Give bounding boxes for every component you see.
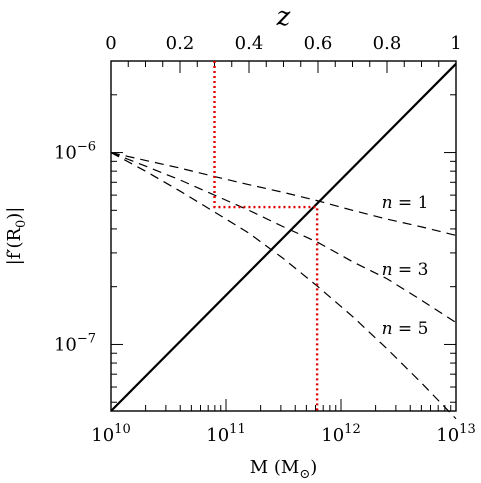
series-group: n = 1 n = 3 n = 5 bbox=[110, 63, 457, 420]
top-tick-label: 1 bbox=[450, 33, 461, 54]
series-label-n3: n = 3 bbox=[382, 260, 429, 280]
red-dotted-guide bbox=[213, 61, 319, 411]
x-axis-label: M (M⊙) bbox=[250, 457, 318, 482]
y-axis-label: |f′(R0)| bbox=[4, 207, 29, 266]
x-tick-label: 1011 bbox=[206, 422, 245, 446]
series-line-solid bbox=[110, 63, 457, 412]
x-tick-label: 1010 bbox=[91, 422, 130, 446]
annotation-group bbox=[213, 61, 319, 411]
series-line-n3 bbox=[110, 152, 457, 324]
y-tick-label: 10−7 bbox=[54, 331, 96, 355]
top-tick-label: 0.4 bbox=[235, 33, 264, 54]
top-tick-label: 0.8 bbox=[373, 33, 402, 54]
series-label-n5: n = 5 bbox=[382, 319, 429, 339]
top-tick-label: 0 bbox=[105, 33, 116, 54]
top-tick-label: 0.2 bbox=[166, 33, 195, 54]
top-tick-label: 0.6 bbox=[304, 33, 333, 54]
x-tick-label: 1012 bbox=[321, 422, 360, 446]
svg-text:|f′(R0)|: |f′(R0)| bbox=[4, 207, 29, 266]
series-label-n1: n = 1 bbox=[382, 193, 429, 213]
x-tick-label: 1013 bbox=[436, 422, 475, 446]
y-tick-label: 10−6 bbox=[54, 140, 96, 164]
series-line-n5 bbox=[110, 152, 457, 420]
top-axis-label: z bbox=[276, 2, 291, 32]
axis-ticks: 1010 1011 1012 1013 0 0.2 0.4 0.6 0.8 1 10−6 10−7 bbox=[54, 33, 476, 446]
